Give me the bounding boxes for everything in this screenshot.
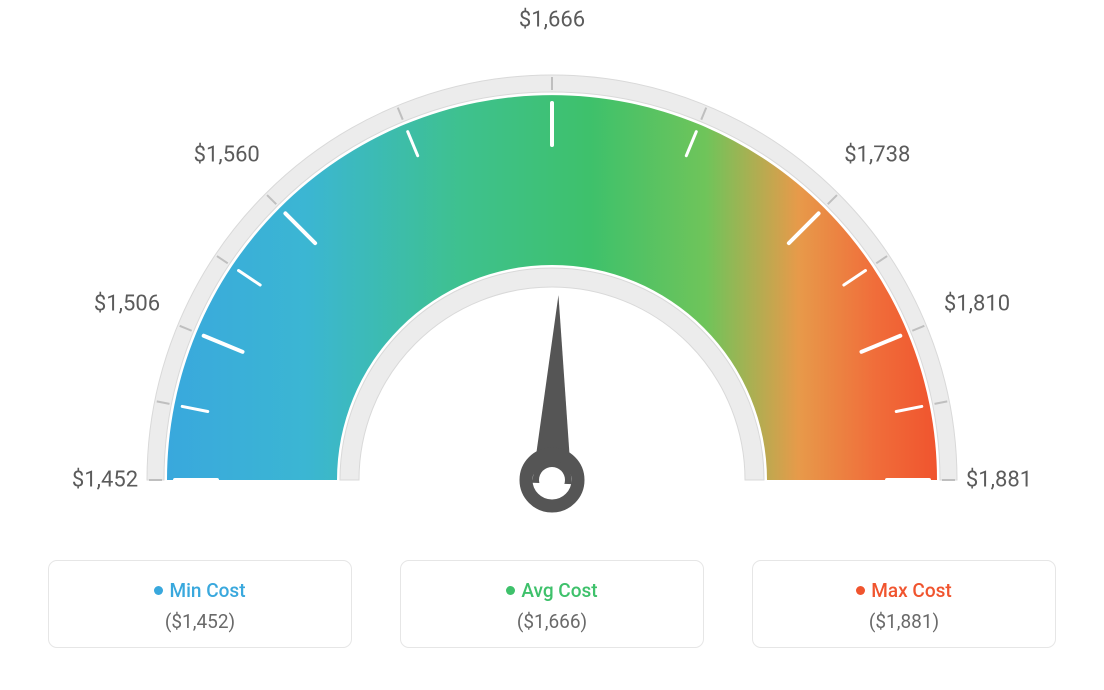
gauge-tick-label: $1,506 bbox=[94, 291, 160, 316]
gauge-tick-label: $1,738 bbox=[844, 142, 910, 167]
legend-card: Max Cost ($1,881) bbox=[752, 560, 1056, 648]
legend-title: Min Cost bbox=[59, 579, 341, 602]
gauge-tick-label: $1,560 bbox=[194, 142, 260, 167]
gauge-tick-label: $1,810 bbox=[944, 291, 1010, 316]
legend-dot bbox=[506, 586, 515, 595]
legend-title-text: Min Cost bbox=[169, 579, 245, 602]
gauge-tick-label: $1,452 bbox=[72, 468, 138, 493]
legend-dot bbox=[856, 586, 865, 595]
gauge-svg bbox=[0, 0, 1104, 560]
legend-title: Avg Cost bbox=[411, 579, 693, 602]
gauge-tick-label: $1,666 bbox=[519, 8, 585, 33]
legend-value: ($1,452) bbox=[59, 610, 341, 633]
legend-title-text: Avg Cost bbox=[521, 579, 597, 602]
gauge-needle bbox=[526, 295, 578, 506]
legend-card: Avg Cost ($1,666) bbox=[400, 560, 704, 648]
chart-container: $1,452 $1,506 $1,560 $1,666 $1,738 $1,810 $1,8… bbox=[0, 0, 1104, 690]
gauge-tick-label: $1,881 bbox=[966, 468, 1032, 493]
gauge-area: $1,452 $1,506 $1,560 $1,666 $1,738 $1,810 $1,8… bbox=[0, 0, 1104, 560]
legend-value: ($1,666) bbox=[411, 610, 693, 633]
legend-value: ($1,881) bbox=[763, 610, 1045, 633]
legend-title: Max Cost bbox=[763, 579, 1045, 602]
legend-card: Min Cost ($1,452) bbox=[48, 560, 352, 648]
legend-row: Min Cost ($1,452) Avg Cost ($1,666) Max Cost… bbox=[0, 560, 1104, 672]
legend-title-text: Max Cost bbox=[871, 579, 951, 602]
legend-dot bbox=[154, 586, 163, 595]
